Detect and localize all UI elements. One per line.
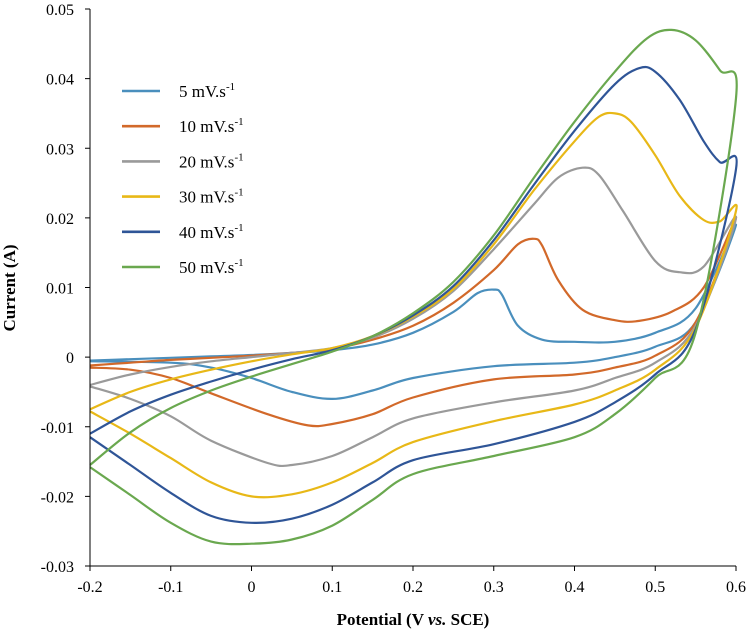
series-layer (89, 28, 738, 546)
x-tick-label: 0.2 (403, 579, 423, 596)
y-tick-label: 0.03 (46, 141, 74, 158)
y-tick-label: -0.01 (41, 420, 74, 437)
x-tick-label: 0.4 (565, 579, 585, 596)
y-tick-label: 0.02 (46, 211, 74, 228)
x-tick-label: -0.1 (158, 579, 183, 596)
legend-label-4: 30 mV.s-1 (179, 187, 244, 207)
legend-label-6: 50 mV.s-1 (179, 257, 244, 277)
series-line-6 (89, 28, 738, 546)
series-line-5 (89, 65, 738, 524)
legend-label-2: 10 mV.s-1 (179, 116, 244, 136)
x-tick-label: 0 (248, 579, 256, 596)
legend-label-1: 5 mV.s-1 (179, 81, 235, 101)
x-tick-label: 0.1 (322, 579, 342, 596)
legend: 5 mV.s-1 10 mV.s-1 20 mV.s-1 30 mV.s-1 40 mV… (122, 81, 244, 277)
y-tick-label: 0.04 (46, 72, 74, 89)
y-tick-label: -0.03 (41, 559, 74, 576)
legend-label-5: 40 mV.s-1 (179, 222, 244, 242)
x-tick-label: -0.2 (77, 579, 102, 596)
ticks-layer: -0.2 -0.1 0 0.1 0.2 0.3 0.4 0.5 0.6 -0.03 -0.02 -0.… (41, 2, 746, 596)
y-tick-label: -0.02 (41, 489, 74, 506)
x-axis-title: Potential (V vs. SCE) (337, 610, 490, 629)
series-line-4 (89, 111, 738, 499)
legend-label-3: 20 mV.s-1 (179, 151, 244, 171)
x-tick-label: 0.5 (645, 579, 665, 596)
y-axis-title: Current (A) (0, 244, 19, 331)
x-tick-label: 0.6 (726, 579, 746, 596)
x-tick-label: 0.3 (484, 579, 504, 596)
y-tick-label: 0 (66, 350, 74, 367)
y-tick-label: 0.01 (46, 281, 74, 298)
y-tick-label: 0.05 (46, 2, 74, 19)
